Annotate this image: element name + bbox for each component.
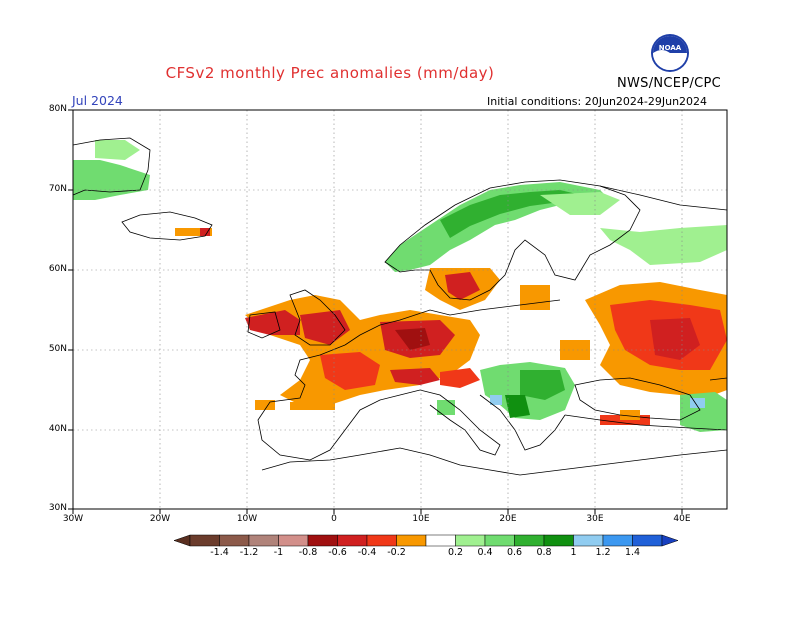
lon-label: 10E xyxy=(412,514,430,524)
lon-label: 20E xyxy=(499,514,517,524)
lat-label: 80N xyxy=(48,104,67,114)
colorbar-label: -1.4 xyxy=(210,547,229,558)
lat-label: 40N xyxy=(48,424,67,434)
lat-label: 60N xyxy=(48,264,67,274)
colorbar-label: 0.8 xyxy=(536,547,552,558)
initial-conditions: Initial conditions: 20Jun2024-29Jun2024 xyxy=(487,95,708,108)
lon-label: 10W xyxy=(236,514,258,524)
colorbar-label: -1.2 xyxy=(239,547,259,558)
colorbar-label: 1.2 xyxy=(595,547,611,558)
colorbar-label: 1.4 xyxy=(624,547,641,558)
forecast-month: Jul 2024 xyxy=(72,93,123,108)
graticule xyxy=(73,110,727,509)
lon-label: 40E xyxy=(673,514,691,524)
lat-label: 70N xyxy=(48,184,67,194)
colorbar-label: 1 xyxy=(570,547,577,558)
lat-label: 50N xyxy=(48,344,67,354)
lon-label: 20W xyxy=(149,514,171,524)
map-title: CFSv2 monthly Prec anomalies (mm/day) xyxy=(165,64,495,82)
noaa-logo-text: NOAA xyxy=(659,44,682,52)
noaa-logo: NOAA xyxy=(651,34,689,72)
agency-label: NWS/NCEP/CPC xyxy=(617,76,722,91)
colorbar-label: -0.8 xyxy=(298,547,318,558)
colorbar-label: 0.4 xyxy=(477,547,493,558)
colorbar-label: 0.2 xyxy=(447,547,464,558)
lat-label: 30N xyxy=(48,503,67,513)
lon-label: 0 xyxy=(331,514,337,524)
anomaly-russia-north-green xyxy=(600,225,727,265)
anomaly-fields xyxy=(73,140,727,432)
colorbar-label: 0.6 xyxy=(506,547,523,558)
anomaly-scandinavia-green xyxy=(385,182,610,272)
coastlines xyxy=(72,137,728,476)
colorbar-label: -0.6 xyxy=(328,547,347,558)
colorbar-label: -0.2 xyxy=(387,547,406,558)
lon-label: 30E xyxy=(586,514,604,524)
colorbar-label: -0.4 xyxy=(357,547,377,558)
lon-label: 30W xyxy=(62,514,84,524)
map-frame xyxy=(72,109,728,510)
colorbar-label: -1 xyxy=(273,547,284,558)
